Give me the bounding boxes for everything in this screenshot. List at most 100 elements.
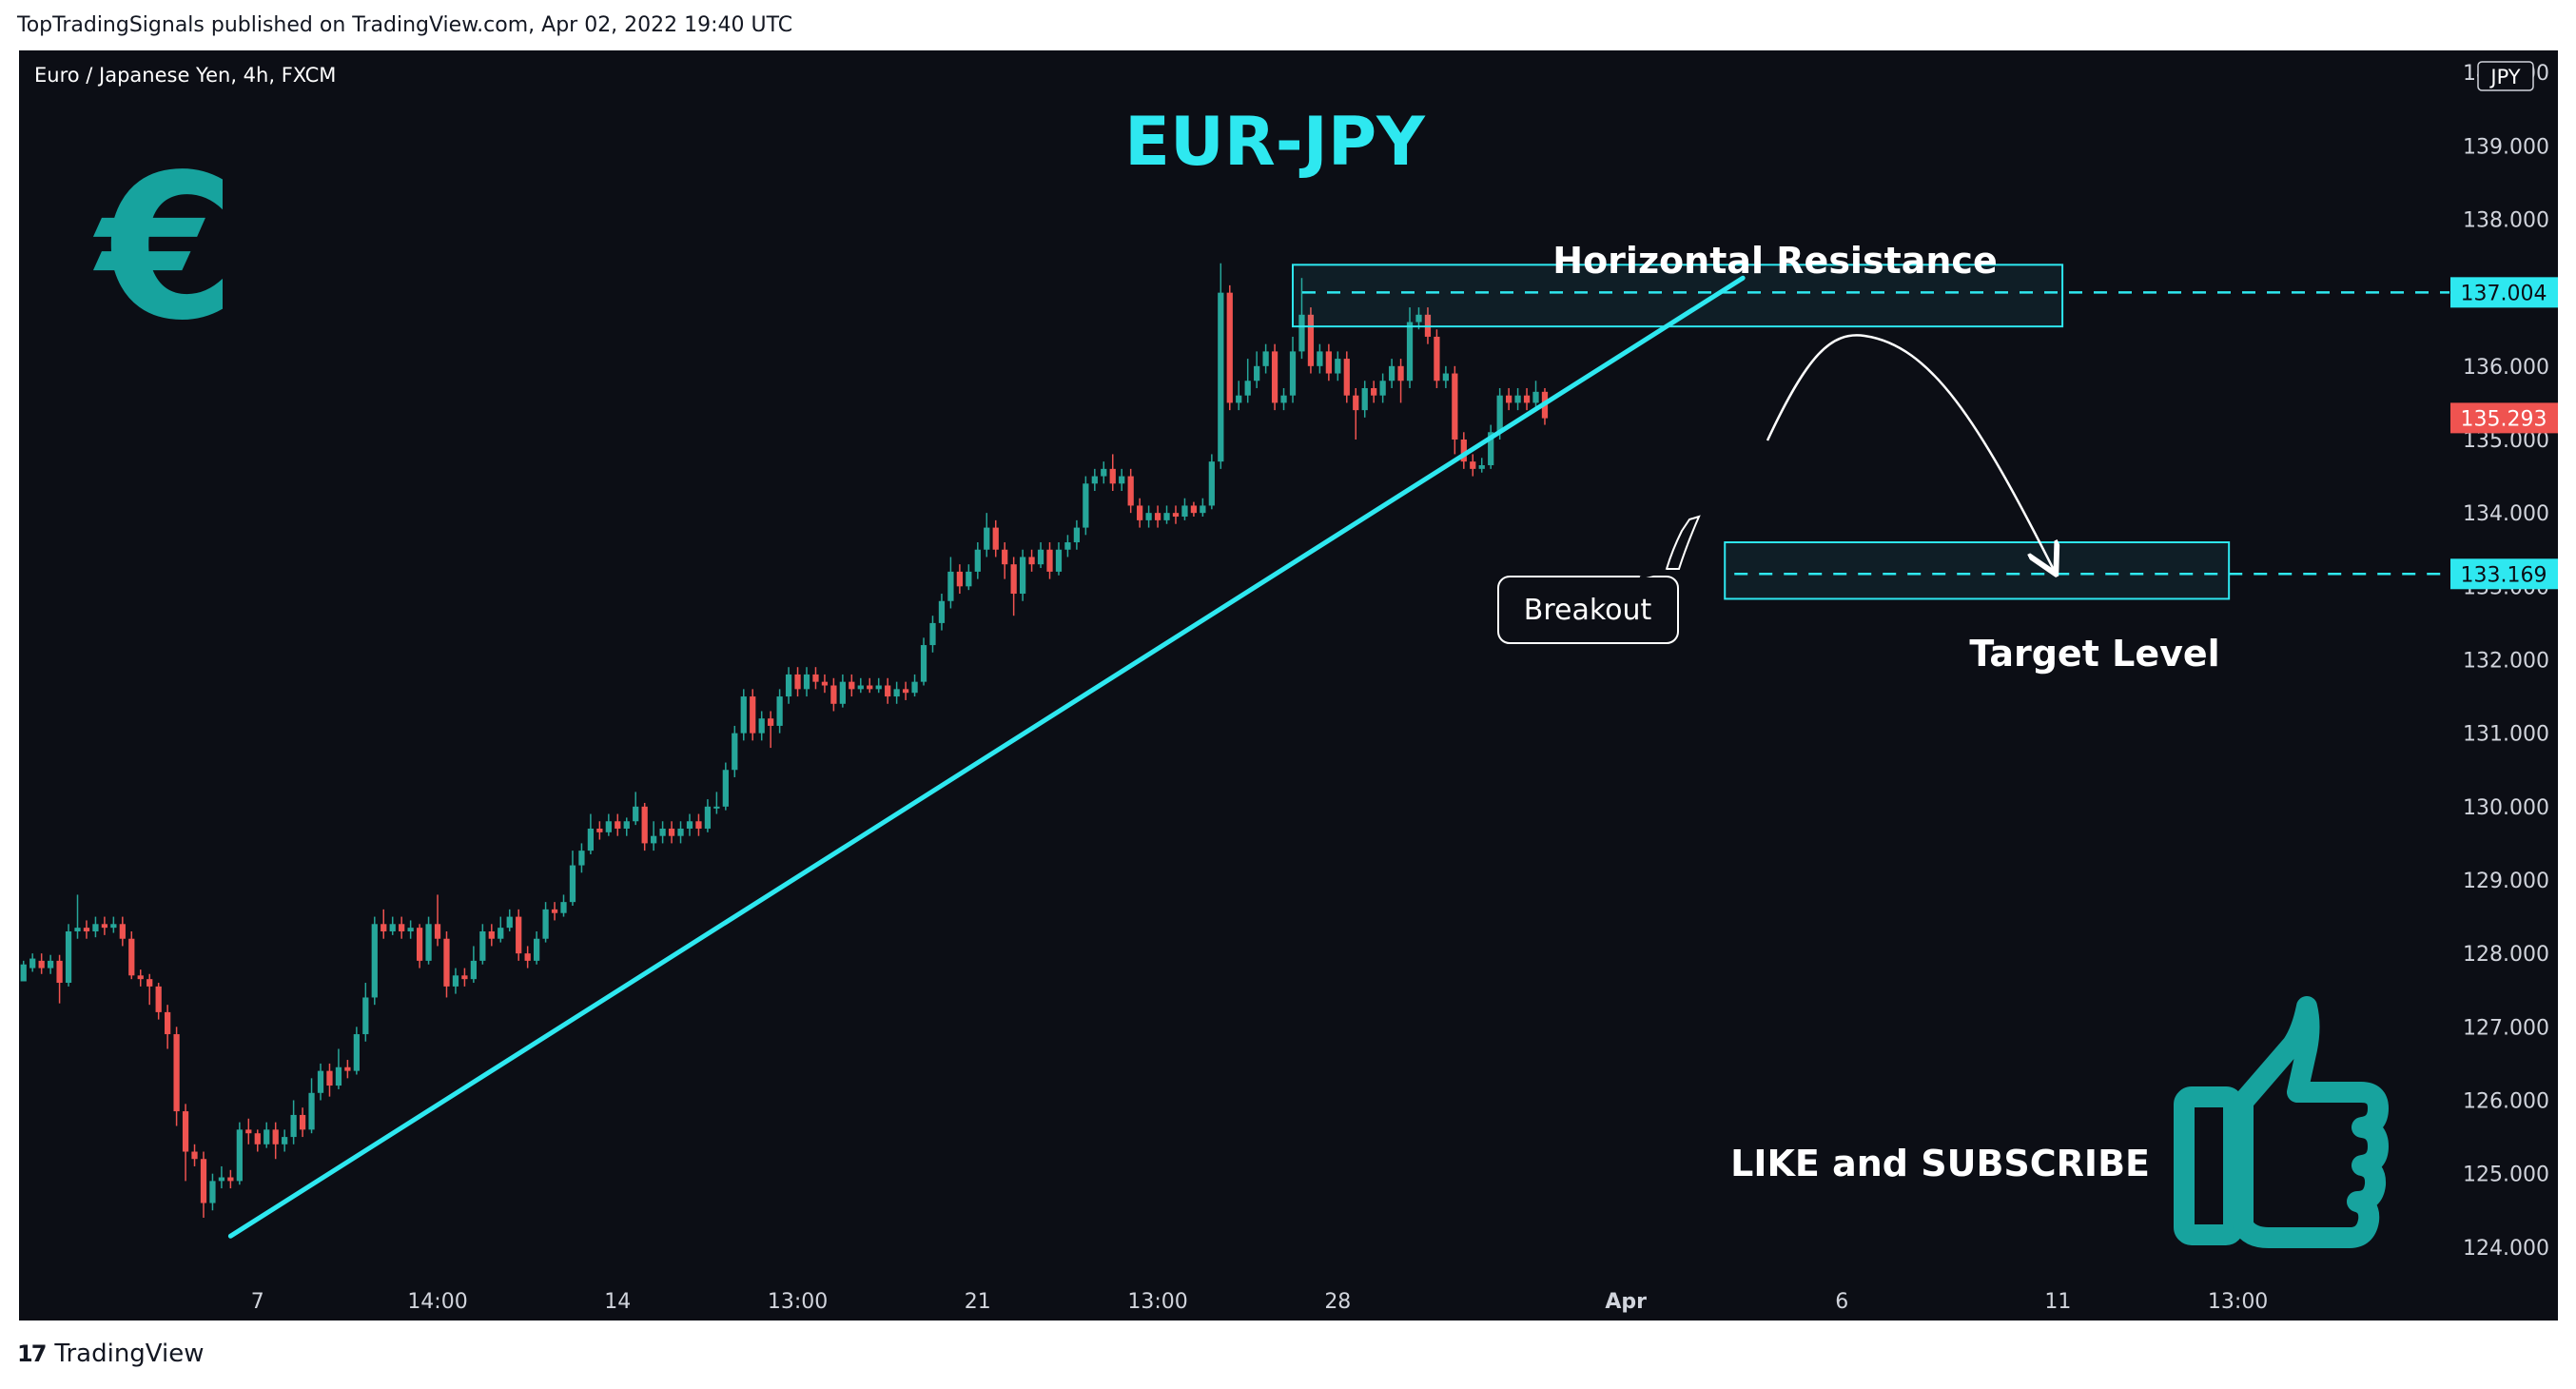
projection-arrow: [1766, 334, 2055, 572]
candle-body: [1073, 527, 1081, 543]
candle-body: [677, 828, 684, 836]
candle-body: [776, 696, 783, 726]
chart-svg[interactable]: 140.000139.000138.000137.000136.000135.0…: [19, 50, 2558, 1321]
resistance-zone[interactable]: [1292, 264, 2064, 328]
candle-body: [641, 806, 648, 844]
candle-body: [992, 527, 999, 550]
x-tick-label: 13:00: [768, 1290, 828, 1314]
candle-body: [1236, 395, 1242, 403]
candle-body: [47, 960, 54, 968]
candle-body: [128, 938, 135, 976]
candle-body: [686, 821, 693, 829]
candle-body: [560, 902, 567, 913]
candle-body: [498, 928, 504, 939]
candle-body: [227, 1177, 234, 1182]
candle-body: [1434, 336, 1440, 381]
candle-body: [1514, 395, 1521, 403]
candle-body: [1298, 314, 1305, 352]
candle-body: [902, 689, 909, 694]
candle-body: [119, 924, 126, 939]
candle-body: [381, 924, 387, 932]
candle-body: [1119, 476, 1125, 484]
level-price-badge: [2450, 558, 2558, 590]
candle-body: [335, 1066, 342, 1086]
y-tick-label: 126.000: [2463, 1089, 2549, 1113]
candle-body: [353, 1034, 360, 1071]
candle-body: [344, 1066, 351, 1071]
candle-body: [137, 975, 144, 980]
candle-body: [470, 960, 478, 980]
candle-body: [407, 928, 414, 932]
price-badge-text: 137.004: [2461, 282, 2547, 305]
thumbs-up-icon[interactable]: [2174, 996, 2389, 1248]
candle-body: [857, 685, 864, 690]
y-tick-label: 138.000: [2463, 208, 2549, 232]
cta-text: LIKE and SUBSCRIBE: [1730, 1143, 2150, 1184]
price-badge-text: 133.169: [2461, 563, 2547, 587]
candle-body: [155, 986, 162, 1012]
candle-body: [713, 806, 720, 809]
candle-body: [74, 928, 81, 932]
candle-body: [173, 1034, 180, 1112]
candle-body: [1397, 365, 1404, 381]
candle-body: [1109, 468, 1116, 484]
candle-body: [362, 997, 369, 1035]
candle-body: [1262, 351, 1269, 366]
candle-body: [1371, 387, 1377, 396]
currency-box: [2477, 61, 2534, 91]
candle-body: [659, 828, 666, 836]
candlestick-series: [20, 263, 1549, 1218]
candle-body: [893, 689, 900, 697]
candle-body: [839, 681, 846, 704]
candle-body: [1325, 351, 1332, 374]
candle-body: [1208, 461, 1215, 506]
symbol-label: Euro / Japanese Yen, 4h, FXCM: [34, 64, 336, 87]
candle-body: [542, 909, 549, 939]
candle-body: [1496, 395, 1503, 433]
candle-body: [65, 931, 72, 984]
candle-body: [1289, 351, 1297, 396]
candle-body: [911, 681, 918, 694]
publisher-line: TopTradingSignals published on TradingVi…: [17, 13, 793, 37]
candle-body: [461, 975, 468, 980]
candle-body: [1101, 468, 1107, 477]
candle-body: [182, 1111, 189, 1152]
candle-body: [1163, 513, 1170, 520]
candle-body: [165, 1011, 171, 1035]
candle-body: [1280, 395, 1287, 403]
y-tick-label: 127.000: [2463, 1016, 2549, 1040]
candle-body: [146, 979, 153, 987]
candle-body: [1379, 381, 1386, 396]
candle-body: [821, 681, 829, 686]
candle-body: [1415, 314, 1422, 323]
candle-body: [849, 681, 855, 690]
candle-body: [885, 685, 891, 697]
candle-body: [38, 960, 45, 968]
breakout-callout-pointer: [1665, 515, 1701, 570]
candle-body: [966, 571, 972, 587]
candle-body: [569, 865, 576, 903]
candle-body: [20, 964, 27, 982]
candle-body: [929, 622, 936, 646]
chart-area[interactable]: 140.000139.000138.000137.000136.000135.0…: [19, 50, 2558, 1321]
tradingview-brand: TradingView: [54, 1340, 205, 1368]
candle-body: [1019, 557, 1026, 595]
candle-body: [236, 1129, 243, 1182]
candle-body: [758, 718, 765, 734]
tradingview-footer: 17 TradingView: [17, 1340, 205, 1368]
candle-body: [282, 1137, 288, 1144]
candle-body: [516, 916, 522, 954]
candle-body: [200, 1159, 207, 1203]
candle-body: [425, 924, 432, 961]
support-trendline[interactable]: [227, 275, 1746, 1239]
candle-body: [704, 806, 712, 829]
candle-body: [524, 953, 531, 961]
x-tick-label: 28: [1324, 1290, 1351, 1314]
candle-body: [1307, 314, 1315, 366]
target-zone[interactable]: [1724, 541, 2231, 600]
candle-body: [956, 571, 964, 587]
breakout-callout-box: [1497, 576, 1679, 644]
candle-body: [768, 718, 774, 726]
candle-body: [1028, 557, 1035, 565]
candle-body: [1460, 439, 1467, 462]
